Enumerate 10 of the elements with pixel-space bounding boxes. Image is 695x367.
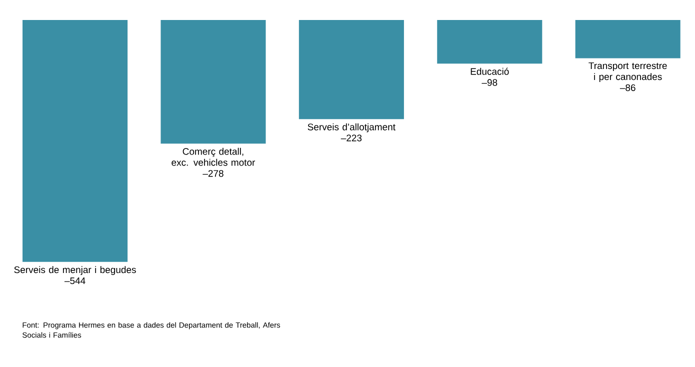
x-tick-label: Transport terrestre i per canonades: [588, 62, 667, 82]
x-tick-label: Educació: [470, 68, 509, 75]
data-label: –98: [482, 79, 498, 86]
x-tick-label: Comerç detall, exc. vehicles motor: [172, 148, 256, 166]
data-label: –223: [340, 134, 362, 142]
x-tick-label: Serveis d’allotjament: [308, 123, 396, 132]
data-label: –544: [64, 277, 86, 284]
data-label: –278: [202, 170, 224, 177]
data-label: –86: [620, 84, 636, 92]
x-tick-label: Serveis de menjar i begudes: [14, 266, 136, 275]
